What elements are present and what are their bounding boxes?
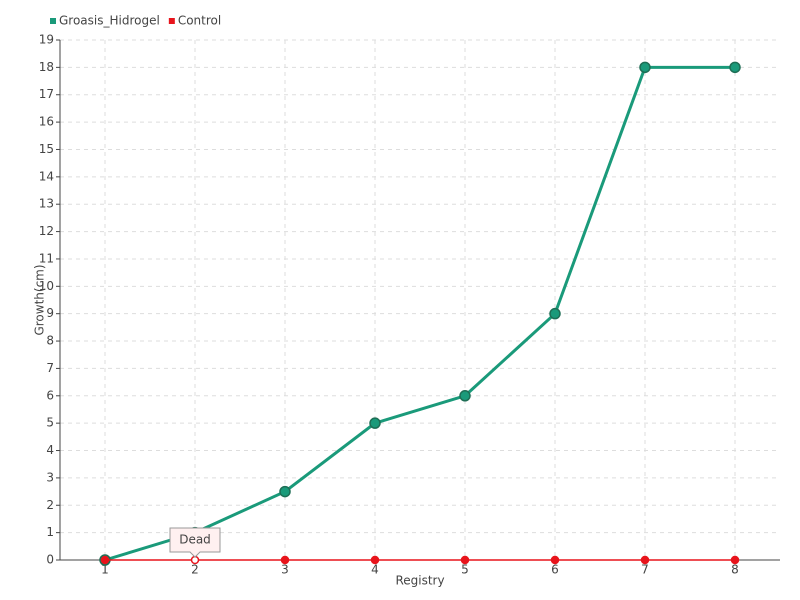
point bbox=[280, 555, 290, 565]
x-axis-title: Registry bbox=[395, 574, 444, 588]
y-tick-label: 9 bbox=[46, 306, 54, 320]
legend-label: Groasis_Hidrogel bbox=[59, 14, 160, 28]
y-tick-label: 8 bbox=[46, 334, 54, 348]
y-tick-label: 14 bbox=[39, 169, 54, 183]
x-tick-label: 5 bbox=[461, 563, 469, 577]
x-tick-label: 8 bbox=[731, 563, 739, 577]
annotation-box bbox=[169, 527, 221, 558]
point bbox=[370, 555, 380, 565]
legend-swatch bbox=[168, 18, 175, 24]
y-tick-label: 11 bbox=[39, 251, 54, 265]
y-tick-label: 15 bbox=[39, 142, 54, 156]
y-tick-label: 16 bbox=[39, 115, 54, 129]
x-tick-label: 6 bbox=[551, 563, 559, 577]
y-tick-label: 1 bbox=[46, 525, 54, 539]
point bbox=[550, 555, 560, 565]
point bbox=[549, 307, 561, 320]
point bbox=[730, 555, 740, 565]
y-tick-label: 4 bbox=[46, 443, 54, 457]
x-tick-label: 2 bbox=[191, 563, 199, 577]
annotation: Dead bbox=[179, 533, 211, 547]
x-tick-label: 4 bbox=[371, 563, 379, 577]
point bbox=[729, 61, 741, 74]
point bbox=[100, 555, 110, 565]
y-tick-label: 6 bbox=[46, 388, 54, 402]
point bbox=[639, 61, 651, 74]
y-tick-label: 12 bbox=[39, 224, 54, 238]
y-axis-title: Growth(cm) bbox=[33, 264, 47, 335]
y-tick-label: 7 bbox=[46, 361, 54, 375]
point bbox=[369, 417, 381, 429]
y-tick-label: 18 bbox=[39, 60, 54, 74]
x-tick-label: 1 bbox=[101, 563, 109, 577]
y-tick-label: 5 bbox=[46, 416, 54, 430]
y-tick-label: 2 bbox=[46, 498, 54, 512]
y-tick-label: 13 bbox=[39, 197, 54, 211]
point bbox=[640, 555, 650, 565]
y-tick-label: 3 bbox=[46, 470, 54, 484]
legend-swatch bbox=[50, 18, 56, 24]
series-line bbox=[104, 65, 735, 562]
y-tick-label: 17 bbox=[39, 87, 54, 101]
x-tick-label: 7 bbox=[641, 563, 649, 577]
y-tick-label: 10 bbox=[39, 279, 54, 293]
x-tick-label: 3 bbox=[281, 563, 289, 577]
point bbox=[459, 390, 471, 402]
y-tick-label: 19 bbox=[39, 33, 54, 47]
point bbox=[279, 485, 291, 498]
legend-label: Control bbox=[178, 14, 221, 28]
point bbox=[460, 555, 470, 565]
y-tick-label: 0 bbox=[46, 553, 54, 567]
